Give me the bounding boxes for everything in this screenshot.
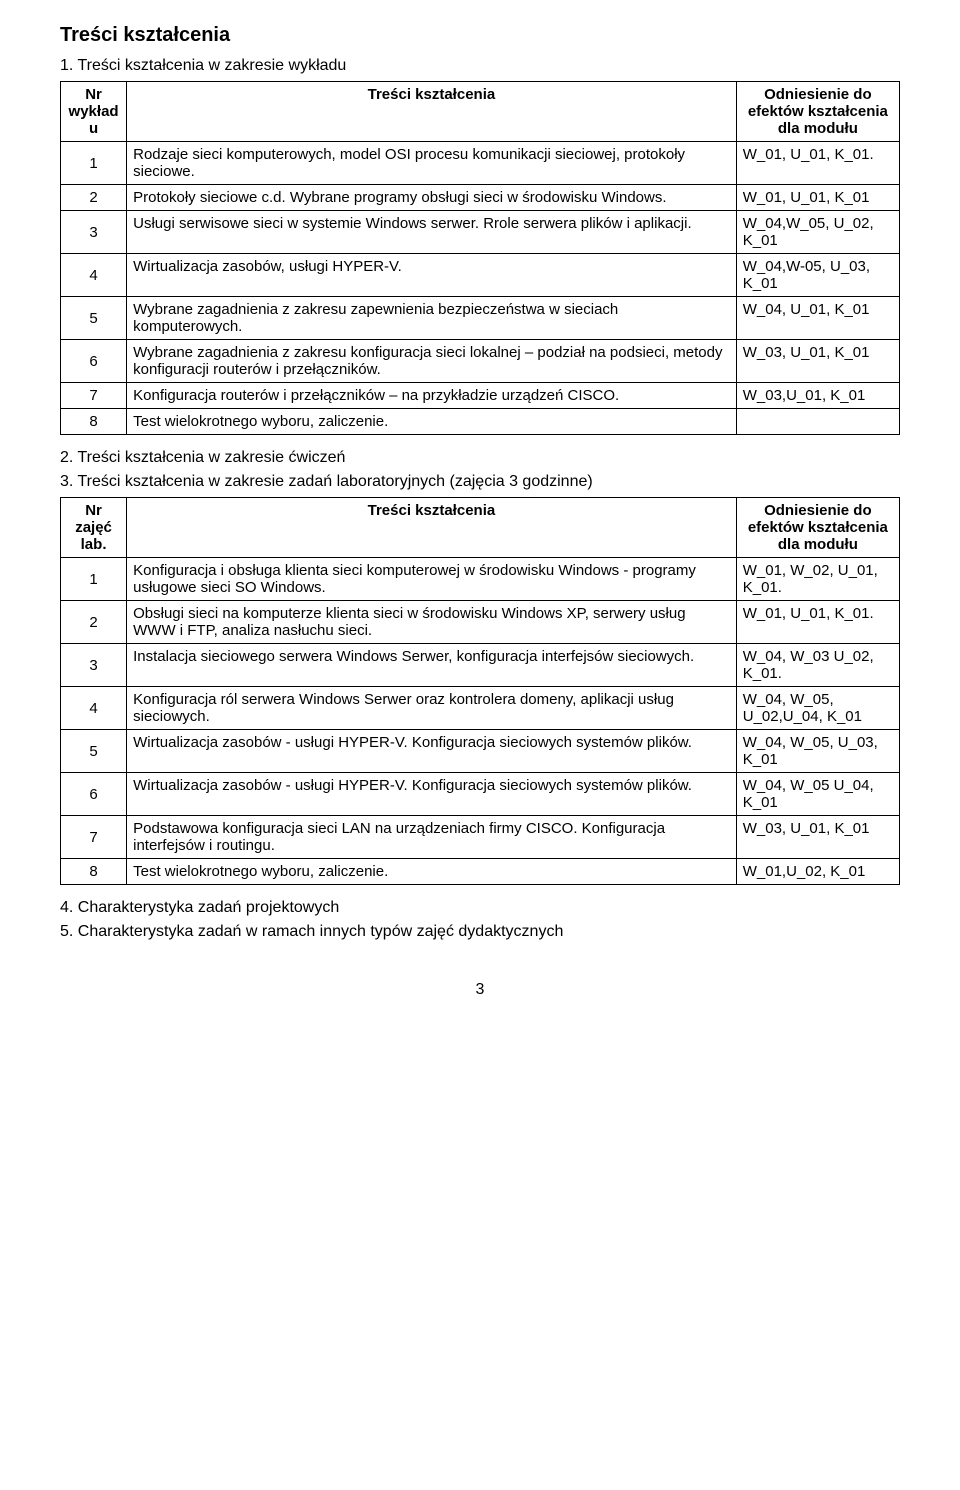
table-row: 2 Obsługi sieci na komputerze klienta si…	[61, 601, 900, 644]
cell-content: Test wielokrotnego wyboru, zaliczenie.	[127, 409, 737, 435]
document-page: Treści kształcenia 1. Treści kształcenia…	[0, 0, 960, 1490]
page-title: Treści kształcenia	[60, 24, 900, 47]
table-row: 5 Wybrane zagadnienia z zakresu zapewnie…	[61, 297, 900, 340]
cell-content: Instalacja sieciowego serwera Windows Se…	[127, 644, 737, 687]
table-row: 8 Test wielokrotnego wyboru, zaliczenie.	[61, 409, 900, 435]
cell-content: Wirtualizacja zasobów, usługi HYPER-V.	[127, 254, 737, 297]
table-labs: Nr zajęć lab. Treści kształcenia Odniesi…	[60, 497, 900, 885]
section-4-heading: 4. Charakterystyka zadań projektowych	[60, 899, 900, 917]
cell-ref: W_03, U_01, K_01	[736, 816, 899, 859]
section-2-heading: 2. Treści kształcenia w zakresie ćwiczeń	[60, 449, 900, 467]
cell-ref: W_04, W_03 U_02, K_01.	[736, 644, 899, 687]
cell-nr: 1	[61, 142, 127, 185]
col-header-nr: Nr wykładu	[61, 82, 127, 142]
section-3-heading: 3. Treści kształcenia w zakresie zadań l…	[60, 473, 900, 491]
cell-content: Konfiguracja ról serwera Windows Serwer …	[127, 687, 737, 730]
cell-content: Wirtualizacja zasobów - usługi HYPER-V. …	[127, 730, 737, 773]
table-row: 5 Wirtualizacja zasobów - usługi HYPER-V…	[61, 730, 900, 773]
col-header-content: Treści kształcenia	[127, 82, 737, 142]
table-row: 7 Podstawowa konfiguracja sieci LAN na u…	[61, 816, 900, 859]
cell-content: Test wielokrotnego wyboru, zaliczenie.	[127, 859, 737, 885]
cell-nr: 8	[61, 409, 127, 435]
cell-ref	[736, 409, 899, 435]
col-header-ref: Odniesienie do efektów kształcenia dla m…	[736, 498, 899, 558]
cell-ref: W_01,U_02, K_01	[736, 859, 899, 885]
cell-content: Konfiguracja i obsługa klienta sieci kom…	[127, 558, 737, 601]
section-1-heading: 1. Treści kształcenia w zakresie wykładu	[60, 57, 900, 75]
cell-ref: W_01, U_01, K_01	[736, 185, 899, 211]
cell-nr: 5	[61, 297, 127, 340]
cell-content: Podstawowa konfiguracja sieci LAN na urz…	[127, 816, 737, 859]
table-row: 3 Instalacja sieciowego serwera Windows …	[61, 644, 900, 687]
cell-nr: 4	[61, 687, 127, 730]
cell-nr: 3	[61, 211, 127, 254]
col-header-ref: Odniesienie do efektów kształcenia dla m…	[736, 82, 899, 142]
table-lectures: Nr wykładu Treści kształcenia Odniesieni…	[60, 81, 900, 435]
cell-nr: 5	[61, 730, 127, 773]
table-row: 1 Rodzaje sieci komputerowych, model OSI…	[61, 142, 900, 185]
cell-ref: W_04, U_01, K_01	[736, 297, 899, 340]
cell-nr: 4	[61, 254, 127, 297]
table-row: 6 Wirtualizacja zasobów - usługi HYPER-V…	[61, 773, 900, 816]
cell-ref: W_01, W_02, U_01, K_01.	[736, 558, 899, 601]
cell-ref: W_03,U_01, K_01	[736, 383, 899, 409]
cell-content: Konfiguracja routerów i przełączników – …	[127, 383, 737, 409]
cell-nr: 2	[61, 185, 127, 211]
table-header-row: Nr zajęć lab. Treści kształcenia Odniesi…	[61, 498, 900, 558]
cell-nr: 7	[61, 816, 127, 859]
table-row: 2 Protokoły sieciowe c.d. Wybrane progra…	[61, 185, 900, 211]
cell-ref: W_01, U_01, K_01.	[736, 601, 899, 644]
col-header-nr: Nr zajęć lab.	[61, 498, 127, 558]
cell-nr: 8	[61, 859, 127, 885]
cell-nr: 6	[61, 773, 127, 816]
cell-content: Wybrane zagadnienia z zakresu konfigurac…	[127, 340, 737, 383]
cell-content: Wirtualizacja zasobów - usługi HYPER-V. …	[127, 773, 737, 816]
cell-nr: 2	[61, 601, 127, 644]
cell-content: Rodzaje sieci komputerowych, model OSI p…	[127, 142, 737, 185]
table-header-row: Nr wykładu Treści kształcenia Odniesieni…	[61, 82, 900, 142]
table-row: 4 Konfiguracja ról serwera Windows Serwe…	[61, 687, 900, 730]
cell-ref: W_01, U_01, K_01.	[736, 142, 899, 185]
cell-content: Protokoły sieciowe c.d. Wybrane programy…	[127, 185, 737, 211]
cell-content: Usługi serwisowe sieci w systemie Window…	[127, 211, 737, 254]
cell-ref: W_03, U_01, K_01	[736, 340, 899, 383]
section-5-heading: 5. Charakterystyka zadań w ramach innych…	[60, 923, 900, 941]
page-number: 3	[60, 981, 900, 999]
table-row: 6 Wybrane zagadnienia z zakresu konfigur…	[61, 340, 900, 383]
table-row: 8 Test wielokrotnego wyboru, zaliczenie.…	[61, 859, 900, 885]
cell-nr: 7	[61, 383, 127, 409]
cell-ref: W_04, W_05, U_02,U_04, K_01	[736, 687, 899, 730]
cell-content: Obsługi sieci na komputerze klienta siec…	[127, 601, 737, 644]
col-header-content: Treści kształcenia	[127, 498, 737, 558]
table-row: 1 Konfiguracja i obsługa klienta sieci k…	[61, 558, 900, 601]
cell-content: Wybrane zagadnienia z zakresu zapewnieni…	[127, 297, 737, 340]
cell-ref: W_04,W_05, U_02, K_01	[736, 211, 899, 254]
cell-ref: W_04, W_05, U_03, K_01	[736, 730, 899, 773]
cell-nr: 3	[61, 644, 127, 687]
table-row: 4 Wirtualizacja zasobów, usługi HYPER-V.…	[61, 254, 900, 297]
cell-ref: W_04, W_05 U_04, K_01	[736, 773, 899, 816]
table-row: 3 Usługi serwisowe sieci w systemie Wind…	[61, 211, 900, 254]
cell-nr: 1	[61, 558, 127, 601]
cell-nr: 6	[61, 340, 127, 383]
table-row: 7 Konfiguracja routerów i przełączników …	[61, 383, 900, 409]
cell-ref: W_04,W-05, U_03, K_01	[736, 254, 899, 297]
